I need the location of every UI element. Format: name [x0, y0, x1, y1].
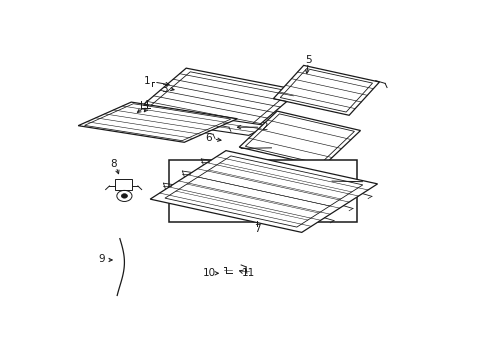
Text: 1: 1 [144, 76, 150, 86]
Polygon shape [150, 72, 290, 126]
Polygon shape [141, 68, 299, 129]
Polygon shape [150, 150, 377, 233]
Polygon shape [210, 120, 267, 135]
Text: 3: 3 [161, 84, 167, 94]
Polygon shape [164, 156, 362, 227]
Text: 2: 2 [261, 122, 268, 132]
Polygon shape [245, 114, 354, 164]
Polygon shape [78, 102, 237, 142]
Text: 10: 10 [202, 268, 215, 278]
Bar [169, 159, 356, 222]
Text: 11: 11 [241, 268, 254, 278]
Polygon shape [239, 111, 360, 167]
Polygon shape [273, 66, 379, 115]
Text: 6: 6 [205, 133, 212, 143]
Polygon shape [280, 69, 372, 112]
Text: 8: 8 [110, 159, 117, 169]
Polygon shape [84, 104, 230, 141]
Text: 4: 4 [142, 100, 148, 110]
Circle shape [121, 194, 127, 198]
Text: 9: 9 [99, 254, 105, 264]
Text: 7: 7 [253, 224, 260, 234]
Bar [115, 179, 132, 190]
Text: 5: 5 [305, 55, 311, 65]
